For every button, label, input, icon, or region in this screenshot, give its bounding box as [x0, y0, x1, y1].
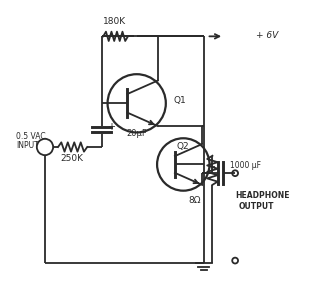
- Text: + 6V: + 6V: [256, 31, 278, 40]
- Text: +: +: [207, 162, 215, 172]
- Text: 0.5 VAC: 0.5 VAC: [16, 132, 45, 141]
- Text: OUTPUT: OUTPUT: [239, 202, 274, 211]
- Text: INPUT: INPUT: [16, 141, 39, 150]
- Text: 1000 μF: 1000 μF: [230, 161, 261, 171]
- Text: Q2: Q2: [176, 143, 189, 151]
- Text: 20μF: 20μF: [126, 129, 147, 138]
- Text: +: +: [108, 123, 116, 133]
- Text: HEADPHONE: HEADPHONE: [236, 191, 290, 200]
- Text: 8Ω: 8Ω: [188, 196, 201, 205]
- Text: Q1: Q1: [173, 96, 186, 105]
- Text: 250K: 250K: [60, 154, 84, 163]
- Text: 180K: 180K: [103, 17, 126, 26]
